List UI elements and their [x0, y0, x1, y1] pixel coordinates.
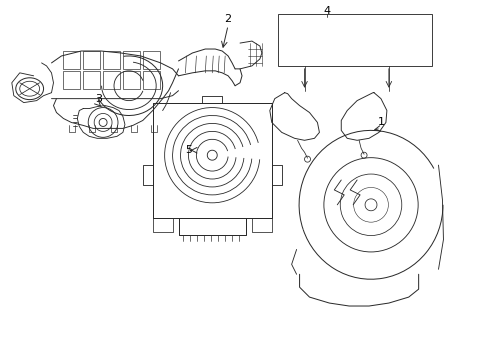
Bar — [63, 51, 80, 69]
Bar — [63, 71, 80, 89]
Bar — [143, 71, 160, 89]
Bar — [83, 71, 100, 89]
Bar — [123, 51, 140, 69]
Bar — [103, 71, 120, 89]
Bar — [143, 51, 160, 69]
Text: 3: 3 — [96, 94, 102, 104]
Text: 5: 5 — [185, 145, 192, 155]
Bar — [83, 51, 100, 69]
Bar — [103, 51, 120, 69]
Bar — [123, 71, 140, 89]
Text: 1: 1 — [377, 117, 385, 127]
Bar — [278, 14, 432, 66]
Text: 2: 2 — [224, 14, 232, 24]
Text: 4: 4 — [324, 6, 331, 16]
